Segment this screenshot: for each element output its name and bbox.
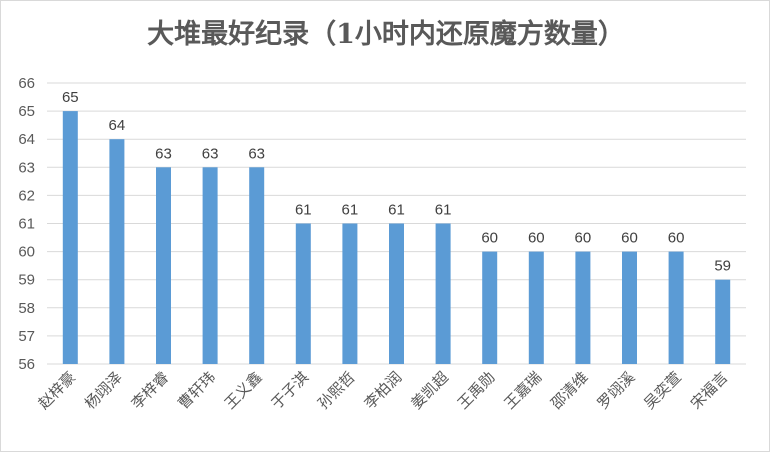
data-label: 64: [109, 117, 126, 134]
bar: [249, 167, 265, 364]
y-tick-label: 63: [18, 159, 35, 176]
data-label: 60: [668, 230, 685, 247]
x-category-label: 姜凯超: [407, 368, 452, 413]
data-label: 59: [714, 258, 731, 275]
x-category-label: 王义鑫: [221, 368, 266, 413]
bar: [435, 223, 451, 364]
bar: [622, 251, 637, 364]
chart-title: 大堆最好纪录（1小时内还原魔方数量）: [147, 18, 625, 50]
bar: [109, 139, 125, 364]
x-category-label: 吴奕萱: [640, 368, 685, 413]
data-label: 60: [528, 230, 545, 247]
bar: [342, 223, 358, 364]
data-label: 65: [62, 89, 79, 106]
bar: [202, 167, 218, 364]
x-category-label: 邵清维: [547, 368, 592, 413]
bars: [62, 111, 731, 364]
x-category-label: 王嘉瑞: [501, 368, 546, 413]
x-category-label: 罗翊溪: [594, 368, 639, 413]
bar: [62, 111, 78, 364]
y-tick-label: 59: [18, 272, 35, 289]
x-category-label: 杨翊泽: [81, 368, 126, 413]
data-label: 60: [621, 230, 638, 247]
y-tick-label: 66: [18, 75, 35, 92]
data-label: 60: [481, 230, 498, 247]
bar: [156, 167, 171, 364]
x-category-label: 赵梓豪: [35, 368, 80, 413]
bar: [389, 223, 404, 364]
y-axis-ticks: 56 57 58 59 60 61 62 63 64 65 66: [18, 75, 35, 373]
x-axis-categories: 赵梓豪 杨翊泽 李梓睿 曹轩玮 王义鑫 于子淇 孙熙哲 李柏润 姜凯超 王禹勋 王嘉瑞 邵清维 罗翊溪吴…: [35, 368, 732, 413]
bar: [482, 251, 498, 364]
x-category-label: 王禹勋: [454, 368, 499, 413]
y-tick-label: 58: [18, 300, 35, 317]
bar: [715, 279, 731, 364]
y-tick-label: 60: [18, 244, 35, 261]
data-label: 61: [295, 202, 312, 219]
x-category-label: 李柏润: [361, 368, 406, 413]
data-label: 61: [435, 202, 452, 219]
bar: [668, 251, 684, 364]
bar: [295, 223, 311, 364]
bar: [575, 251, 591, 364]
y-tick-label: 65: [18, 103, 35, 120]
data-labels: 65 64 63 63 63 61 61 61 61 60 60 60 60 60 59: [62, 89, 731, 275]
y-tick-label: 64: [18, 131, 35, 148]
y-tick-label: 56: [18, 356, 35, 373]
data-label: 63: [202, 145, 219, 162]
x-category-label: 宋福言: [687, 368, 732, 413]
bar: [528, 251, 544, 364]
data-label: 61: [388, 202, 405, 219]
data-label: 61: [342, 202, 359, 219]
data-label: 63: [155, 145, 172, 162]
data-label: 63: [248, 145, 265, 162]
y-tick-label: 61: [18, 216, 35, 233]
y-tick-label: 57: [18, 328, 35, 345]
x-category-label: 李梓睿: [128, 368, 173, 413]
data-label: 60: [575, 230, 592, 247]
y-tick-label: 62: [18, 187, 35, 204]
x-category-label: 孙熙哲: [314, 368, 359, 413]
x-category-label: 于子淇: [268, 368, 313, 413]
x-category-label: 曹轩玮: [174, 368, 219, 413]
